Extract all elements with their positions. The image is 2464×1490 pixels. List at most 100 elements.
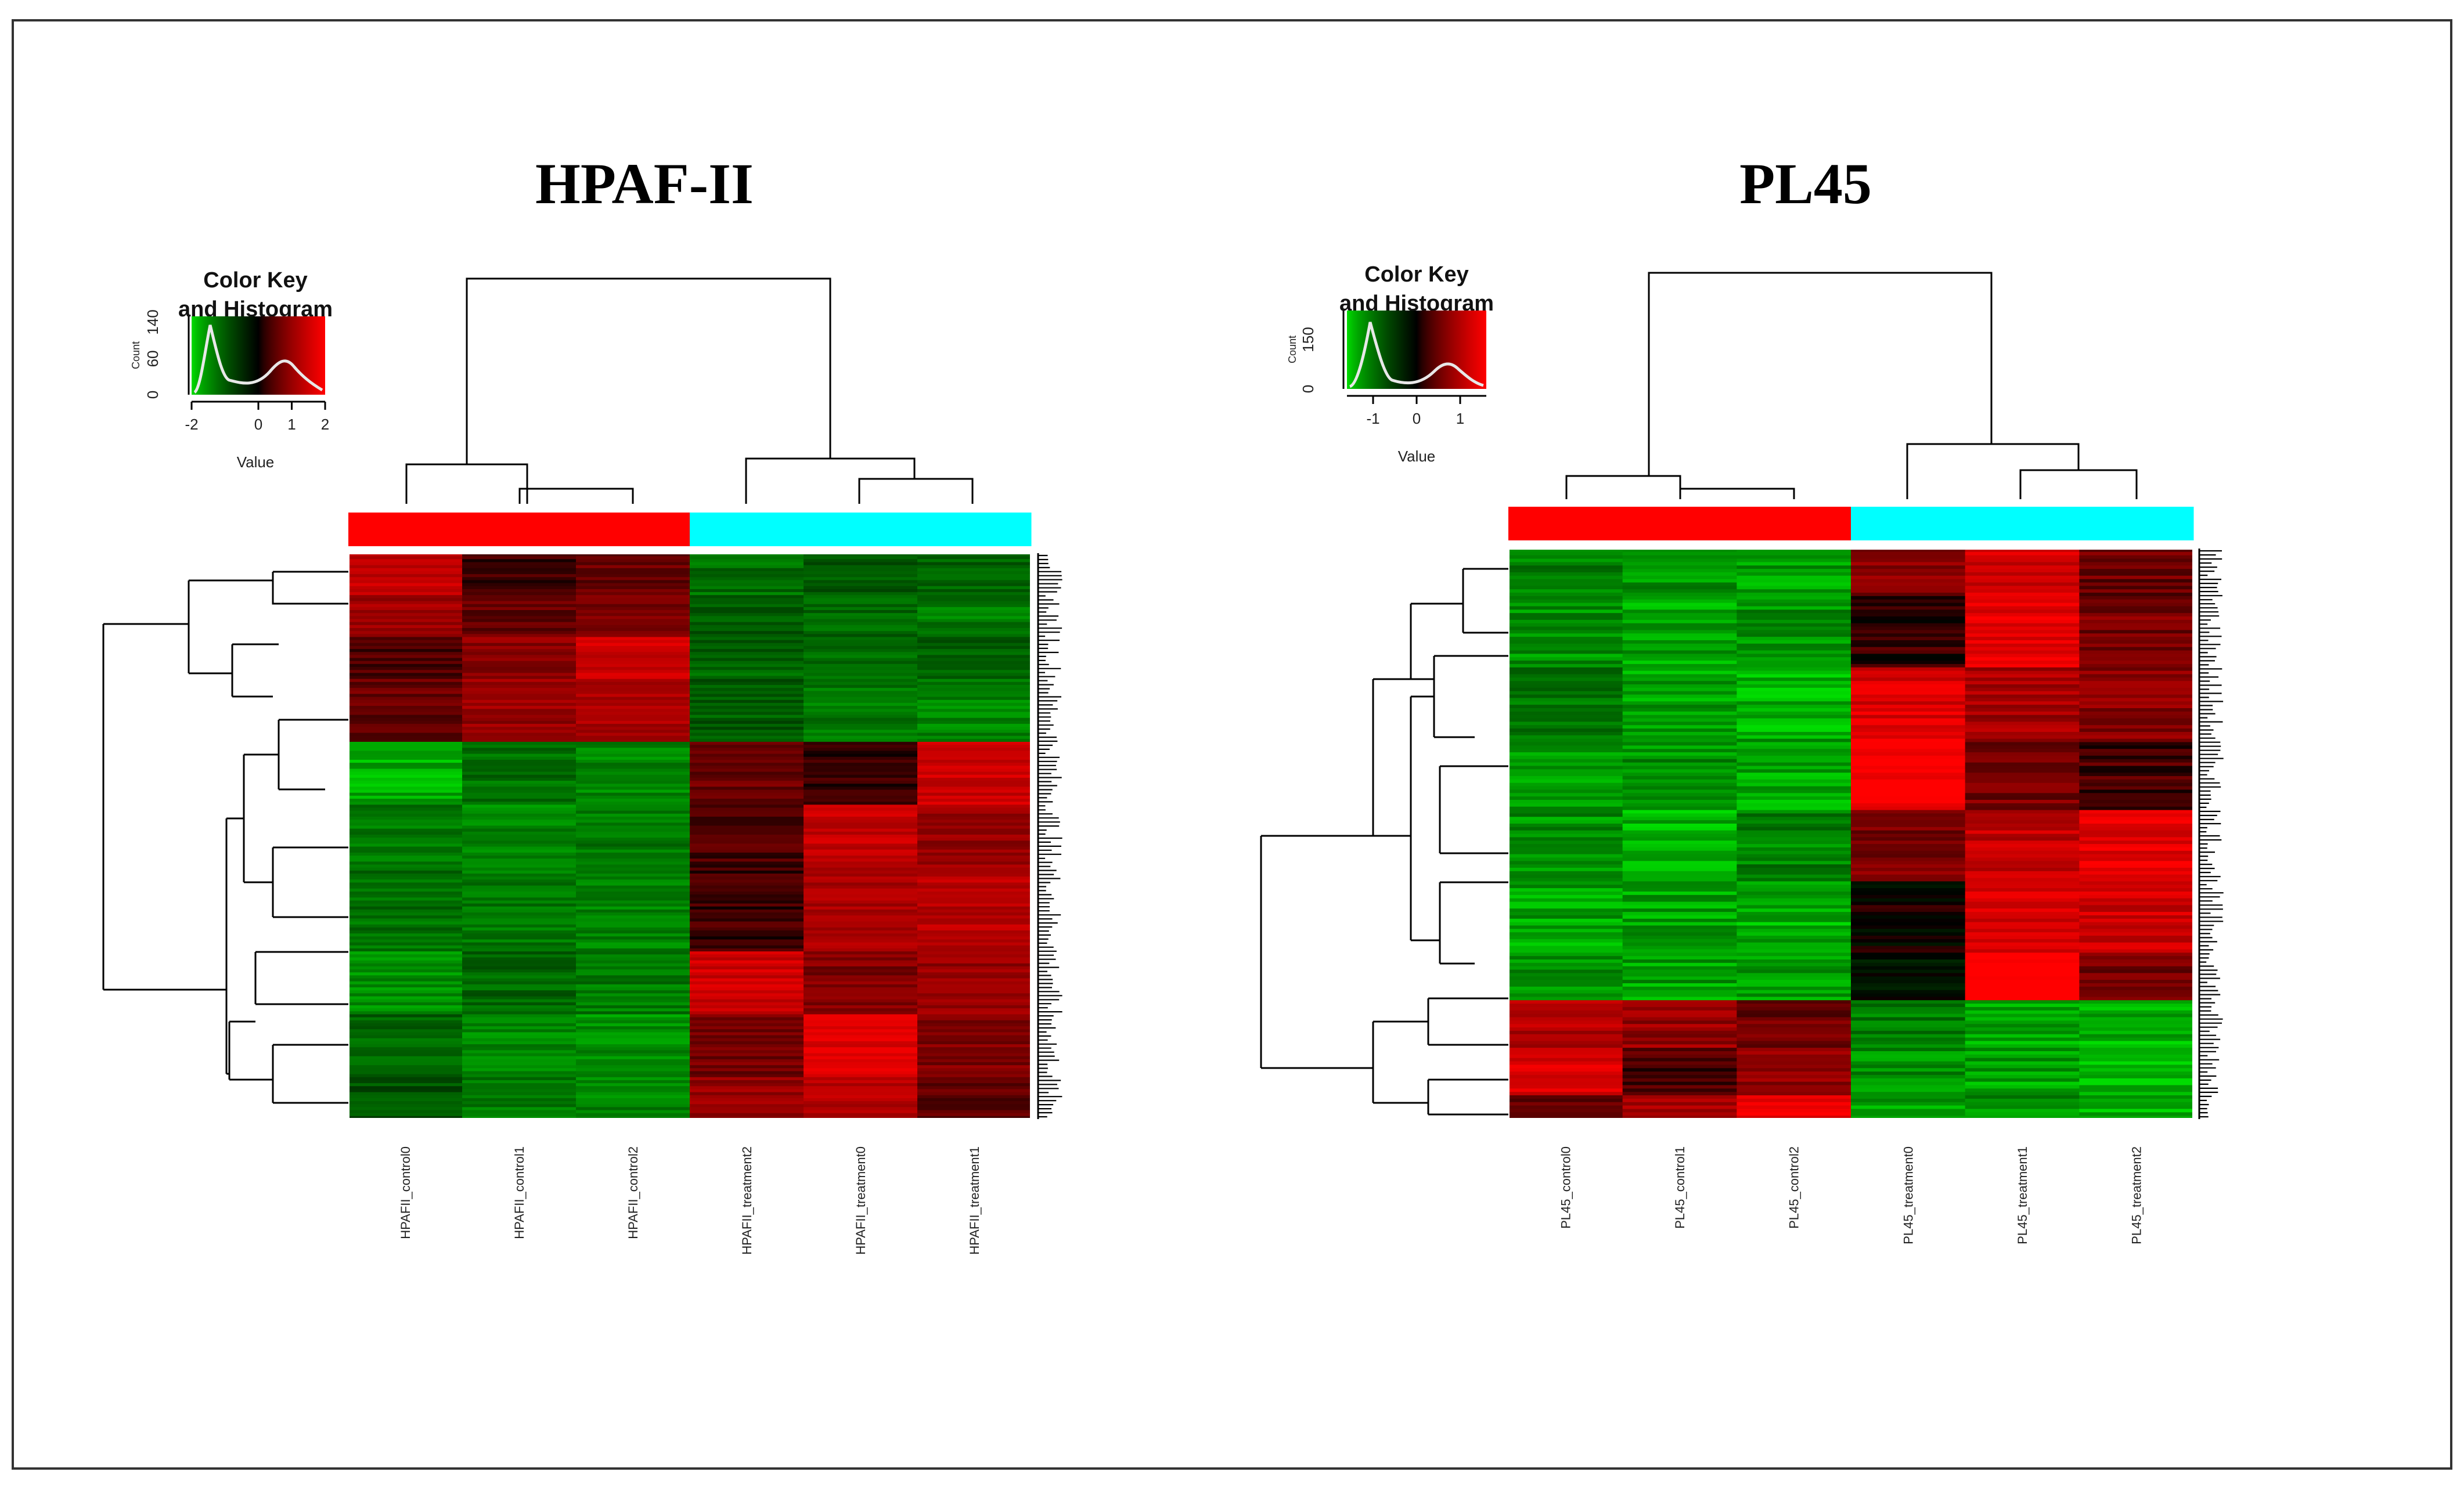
- heatmap-cell: [2079, 582, 2194, 586]
- heatmap-cell: [576, 649, 690, 652]
- heatmap-cell: [462, 658, 577, 662]
- heatmap-cell: [804, 984, 918, 988]
- heatmap-cell: [576, 738, 690, 742]
- heatmap-cell: [917, 990, 1032, 994]
- heatmap-cell: [1622, 745, 1737, 749]
- heatmap-cell: [690, 715, 804, 719]
- heatmap-cell: [917, 604, 1032, 608]
- heatmap-cell: [462, 1014, 577, 1018]
- dendrogram-branch: [2019, 469, 2138, 499]
- heatmap-cell: [917, 706, 1032, 709]
- heatmap-cell: [1622, 1081, 1737, 1086]
- heatmap-cell: [348, 856, 463, 859]
- heatmap-cell: [462, 1110, 577, 1114]
- color-key-xtick: 2: [321, 416, 329, 433]
- heatmap-cell: [1508, 1027, 1623, 1031]
- heatmap-cell: [804, 774, 918, 778]
- heatmap-cell: [576, 598, 690, 602]
- heatmap-cell: [917, 987, 1032, 991]
- heatmap-cell: [1965, 626, 2080, 631]
- heatmap-cell: [1965, 657, 2080, 661]
- heatmap-cell: [1622, 663, 1737, 668]
- heatmap-cell: [690, 766, 804, 770]
- heatmap-cell: [1851, 1065, 1966, 1069]
- heatmap-cell: [576, 1020, 690, 1024]
- heatmap-cell: [462, 885, 577, 889]
- heatmap-cell: [2079, 1041, 2194, 1045]
- heatmap-cell: [917, 637, 1032, 641]
- heatmap-cell: [1622, 661, 1737, 665]
- heatmap-cell: [917, 1047, 1032, 1051]
- row-label-ticks: [1037, 553, 1062, 1119]
- heatmap-cell: [2079, 616, 2194, 620]
- heatmap-cell: [1508, 667, 1623, 672]
- heatmap-cell: [1622, 677, 1737, 681]
- heatmap-cell: [1851, 779, 1966, 784]
- heatmap-cell: [804, 1092, 918, 1096]
- heatmap-cell: [462, 987, 577, 991]
- heatmap-cell: [1622, 827, 1737, 831]
- heatmap-cell: [2079, 997, 2194, 1001]
- heatmap-cell: [1851, 1078, 1966, 1083]
- heatmap-cell: [1737, 589, 1851, 593]
- heatmap-cell: [917, 930, 1032, 934]
- heatmap-cell: [1851, 755, 1966, 760]
- heatmap-cell: [462, 699, 577, 703]
- heatmap-cell: [348, 717, 463, 721]
- heatmap-cell: [804, 1059, 918, 1063]
- heatmap-cell: [2079, 936, 2194, 940]
- heatmap-cell: [348, 699, 463, 703]
- heatmap-cell: [690, 918, 804, 922]
- heatmap-cell: [1737, 759, 1851, 763]
- heatmap-cell: [1965, 1074, 2080, 1079]
- heatmap-cell: [348, 876, 463, 880]
- heatmap-cell: [690, 562, 804, 566]
- heatmap-cell: [804, 652, 918, 655]
- heatmap-cell: [1851, 959, 1966, 964]
- heatmap-cell: [1508, 773, 1623, 777]
- heatmap-cell: [917, 553, 1032, 557]
- heatmap-cell: [1508, 650, 1623, 654]
- heatmap-cell: [690, 1080, 804, 1084]
- heatmap-cell: [1965, 643, 2080, 648]
- heatmap-cell: [804, 771, 918, 775]
- heatmap-cell: [1851, 742, 1966, 746]
- dendrogram-branch: [1410, 603, 1463, 680]
- heatmap-cell: [1851, 918, 1966, 923]
- dendrogram-branch: [1679, 488, 1795, 499]
- heatmap-cell: [462, 568, 577, 572]
- heatmap-cell: [2079, 555, 2194, 560]
- heatmap-cell: [917, 948, 1032, 952]
- heatmap-cell: [690, 945, 804, 949]
- heatmap-cell: [690, 1014, 804, 1018]
- heatmap-cell: [1851, 725, 1966, 729]
- heatmap-cell: [1508, 698, 1623, 702]
- heatmap-cell: [1851, 1034, 1966, 1038]
- heatmap-cell: [804, 1002, 918, 1006]
- heatmap-cell: [348, 882, 463, 886]
- heatmap-cell: [576, 756, 690, 760]
- heatmap-cell: [462, 843, 577, 847]
- heatmap-cell: [1851, 640, 1966, 644]
- heatmap-cell: [2079, 939, 2194, 943]
- heatmap-cell: [348, 640, 463, 644]
- heatmap-cell: [348, 825, 463, 829]
- heatmap-cell: [576, 909, 690, 913]
- heatmap-cell: [917, 580, 1032, 584]
- heatmap-cell: [462, 813, 577, 817]
- heatmap-cell: [462, 574, 577, 578]
- heatmap-cell: [690, 1107, 804, 1111]
- heatmap-cell: [1508, 549, 1623, 553]
- heatmap-cell: [1965, 1017, 2080, 1021]
- heatmap-cell: [1622, 813, 1737, 817]
- heatmap-cell: [348, 1041, 463, 1045]
- heatmap-cell: [1508, 681, 1623, 685]
- heatmap-cell: [576, 774, 690, 778]
- heatmap-cell: [804, 918, 918, 922]
- heatmap-cell: [576, 559, 690, 563]
- heatmap-cell: [690, 957, 804, 961]
- heatmap-cell: [917, 759, 1032, 763]
- heatmap-cell: [348, 565, 463, 569]
- heatmap-cell: [348, 1050, 463, 1054]
- heatmap-cell: [917, 816, 1032, 820]
